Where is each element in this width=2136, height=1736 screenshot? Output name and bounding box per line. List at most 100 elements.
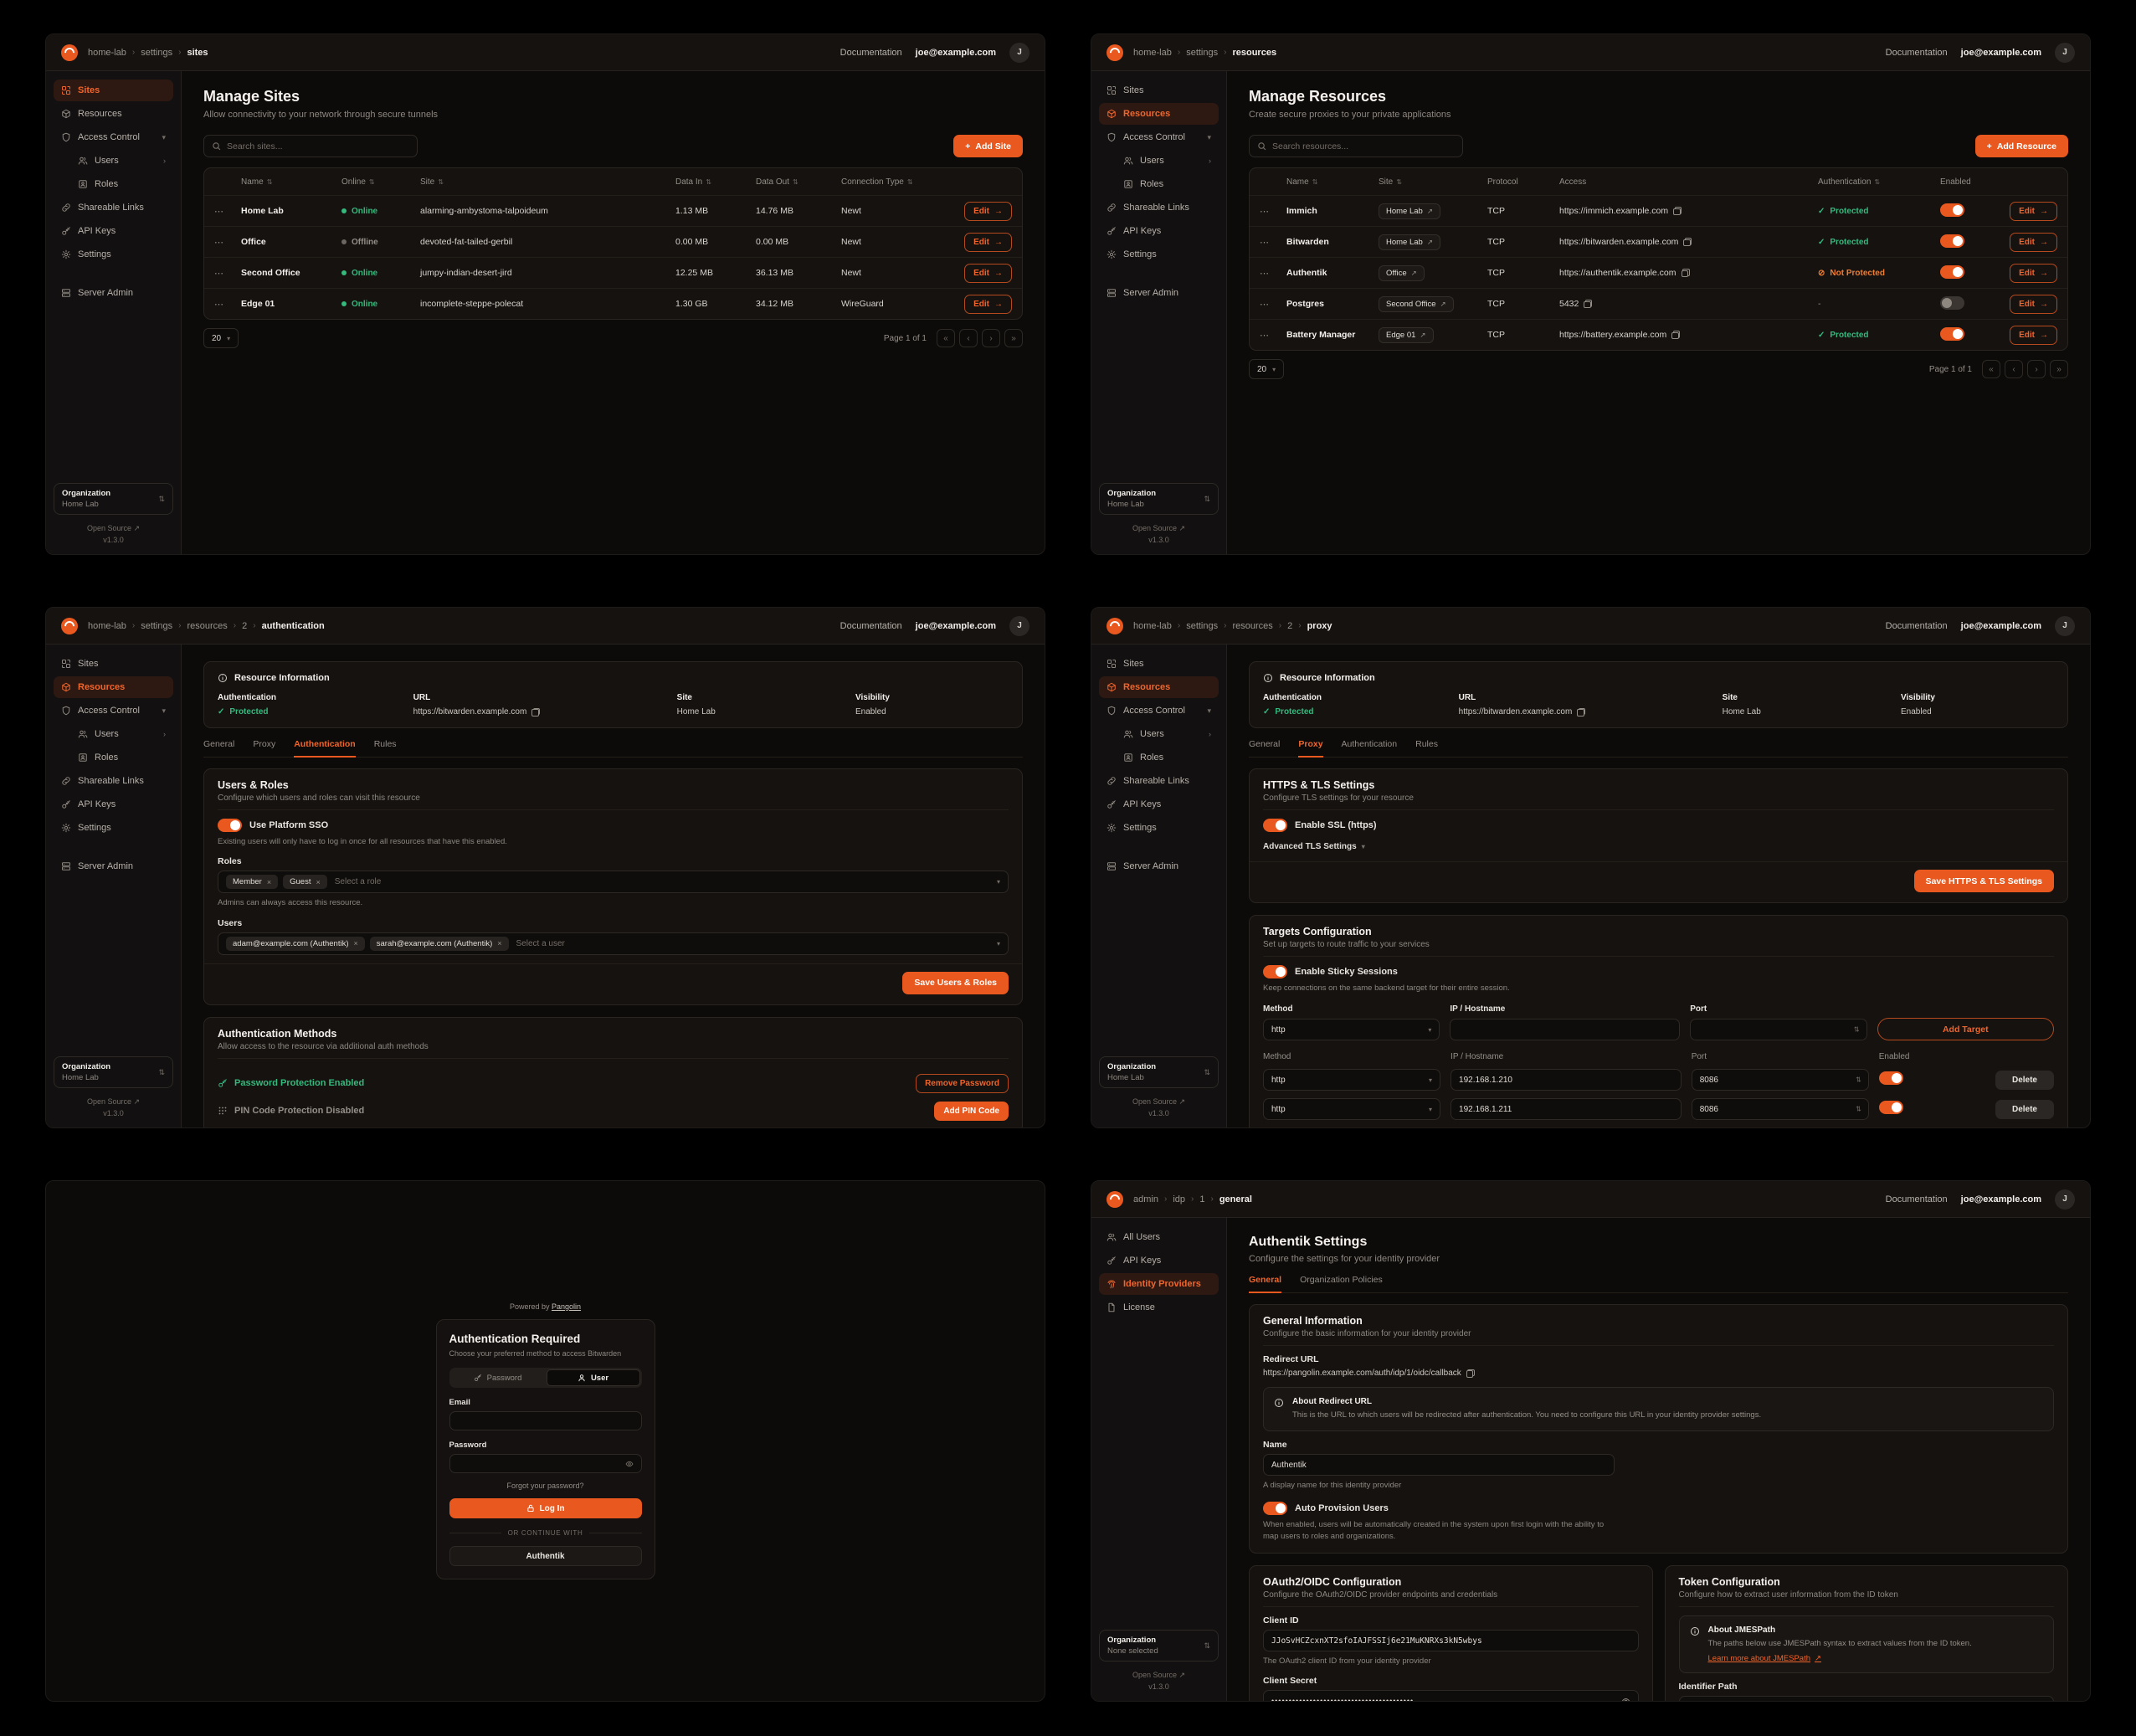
documentation-link[interactable]: Documentation bbox=[840, 47, 902, 58]
add-target-button[interactable]: Add Target bbox=[1877, 1018, 2054, 1041]
copy-icon[interactable] bbox=[531, 707, 541, 716]
tab-proxy[interactable]: Proxy bbox=[1298, 739, 1323, 758]
authentik-button[interactable]: Authentik bbox=[449, 1546, 642, 1566]
target-enabled-toggle[interactable] bbox=[1878, 1071, 1903, 1085]
target-enabled-toggle[interactable] bbox=[1878, 1100, 1903, 1114]
advanced-tls-settings-toggle[interactable]: Advanced TLS Settings ▾ bbox=[1263, 842, 1365, 851]
site-badge[interactable]: Edge 01 ↗ bbox=[1379, 326, 1434, 343]
login-button[interactable]: Log In bbox=[449, 1498, 642, 1518]
sidebar-item-api-keys[interactable]: API Keys bbox=[54, 220, 173, 242]
remove-chip-icon[interactable]: × bbox=[353, 939, 358, 948]
sidebar-item-api-keys[interactable]: API Keys bbox=[1099, 794, 1219, 815]
sidebar-item-license[interactable]: License bbox=[1099, 1297, 1219, 1318]
sidebar-item-api-keys[interactable]: API Keys bbox=[54, 794, 173, 815]
row-menu-button[interactable]: ⋯ bbox=[214, 268, 223, 279]
sidebar-item-settings[interactable]: Settings bbox=[1099, 244, 1219, 265]
save-tls-button[interactable]: Save HTTPS & TLS Settings bbox=[1913, 870, 2054, 892]
sidebar-item-identity-providers[interactable]: Identity Providers bbox=[1099, 1273, 1219, 1295]
breadcrumb-item[interactable]: idp bbox=[1173, 1194, 1185, 1204]
email-field[interactable] bbox=[449, 1411, 642, 1430]
platform-sso-toggle[interactable] bbox=[218, 819, 242, 832]
row-menu-button[interactable]: ⋯ bbox=[1260, 237, 1269, 248]
enabled-toggle[interactable] bbox=[1940, 326, 1964, 341]
tab-general[interactable]: General bbox=[1249, 739, 1281, 749]
sidebar-item-shareable-links[interactable]: Shareable Links bbox=[1099, 197, 1219, 218]
org-switcher[interactable]: Organization Home Lab ⇅ bbox=[54, 483, 173, 515]
enabled-toggle[interactable] bbox=[1940, 203, 1964, 217]
sidebar-item-resources[interactable]: Resources bbox=[1099, 676, 1219, 698]
breadcrumb-item[interactable]: settings bbox=[141, 47, 173, 58]
first-page-button[interactable]: « bbox=[937, 329, 955, 347]
edit-button[interactable]: Edit → bbox=[2010, 232, 2057, 252]
breadcrumb-item[interactable]: home-lab bbox=[88, 47, 126, 58]
org-switcher[interactable]: Organization Home Lab ⇅ bbox=[54, 1056, 173, 1088]
col-authentication[interactable]: Authentication ⇅ bbox=[1818, 177, 1881, 187]
sidebar-item-server-admin[interactable]: Server Admin bbox=[1099, 855, 1219, 877]
edit-button[interactable]: Edit → bbox=[964, 294, 1012, 314]
documentation-link[interactable]: Documentation bbox=[840, 620, 902, 631]
copy-icon[interactable] bbox=[1681, 269, 1690, 277]
breadcrumb-item[interactable]: admin bbox=[1133, 1194, 1158, 1204]
delete-target-button[interactable]: Delete bbox=[1995, 1099, 2054, 1119]
stepper-icon[interactable]: ⇅ bbox=[1856, 1105, 1861, 1113]
enabled-toggle[interactable] bbox=[1940, 234, 1964, 248]
pangolin-logo-icon[interactable] bbox=[1107, 617, 1123, 634]
breadcrumb-item[interactable]: home-lab bbox=[1133, 47, 1172, 58]
table-row[interactable]: ⋯ Office Offline devoted-fat-tailed-gerb… bbox=[204, 226, 1022, 257]
sidebar-item-sites[interactable]: Sites bbox=[1099, 653, 1219, 675]
copy-icon[interactable] bbox=[1577, 707, 1586, 716]
tab-general[interactable]: General bbox=[1249, 1275, 1282, 1293]
table-row[interactable]: ⋯ Immich Home Lab ↗ TCP https://immich.ex… bbox=[1250, 195, 2067, 226]
avatar[interactable]: J bbox=[1009, 615, 1029, 636]
copy-icon[interactable] bbox=[1466, 1369, 1475, 1378]
tab-proxy[interactable]: Proxy bbox=[253, 739, 276, 749]
sidebar-item-users[interactable]: Users › bbox=[70, 723, 173, 745]
search-input[interactable]: Search sites... bbox=[203, 135, 418, 157]
open-source-link[interactable]: Open Source ↗ bbox=[86, 1097, 141, 1106]
prev-page-button[interactable]: ‹ bbox=[2005, 360, 2023, 378]
add-site-button[interactable]: + Add Site bbox=[953, 135, 1023, 157]
first-page-button[interactable]: « bbox=[1982, 360, 2000, 378]
sidebar-item-server-admin[interactable]: Server Admin bbox=[54, 855, 173, 877]
col-name[interactable]: Name ⇅ bbox=[241, 177, 273, 187]
sidebar-item-settings[interactable]: Settings bbox=[54, 244, 173, 265]
col-name[interactable]: Name ⇅ bbox=[1286, 177, 1318, 187]
client-secret-input[interactable]: ••••••••••••••••••••••••••••••••••••••••… bbox=[1263, 1690, 1639, 1701]
site-badge[interactable]: Home Lab ↗ bbox=[1379, 203, 1440, 219]
eye-icon[interactable] bbox=[1621, 1697, 1630, 1701]
breadcrumb-item[interactable]: resources bbox=[187, 620, 228, 631]
last-page-button[interactable]: » bbox=[1004, 329, 1023, 347]
col-data-out[interactable]: Data Out ⇅ bbox=[756, 177, 798, 187]
open-source-link[interactable]: Open Source ↗ bbox=[1132, 524, 1186, 532]
table-row[interactable]: ⋯ Postgres Second Office ↗ TCP 5432 - Edi… bbox=[1250, 288, 2067, 319]
stepper-icon[interactable]: ⇅ bbox=[1853, 1025, 1860, 1034]
table-row[interactable]: ⋯ Bitwarden Home Lab ↗ TCP https://bitwar… bbox=[1250, 226, 2067, 257]
rows-per-page-select[interactable]: 20 ▾ bbox=[1249, 359, 1285, 379]
tab-rules[interactable]: Rules bbox=[1415, 739, 1438, 749]
method-select[interactable]: http ▾ bbox=[1263, 1098, 1441, 1121]
user-email[interactable]: joe@example.com bbox=[915, 620, 996, 631]
breadcrumb-item[interactable]: 2 bbox=[1287, 620, 1293, 631]
eye-icon[interactable] bbox=[625, 1460, 634, 1468]
table-row[interactable]: ⋯ Second Office Online jumpy-indian-dese… bbox=[204, 257, 1022, 288]
col-online[interactable]: Online ⇅ bbox=[341, 177, 375, 187]
pangolin-logo-icon[interactable] bbox=[1107, 44, 1123, 61]
copy-icon[interactable] bbox=[1673, 207, 1682, 215]
sidebar-item-access-control[interactable]: Access Control ▾ bbox=[54, 700, 173, 722]
user-email[interactable]: joe@example.com bbox=[915, 47, 996, 58]
tab-user[interactable]: User bbox=[546, 1369, 640, 1386]
sidebar-item-users[interactable]: Users › bbox=[1116, 723, 1219, 745]
row-menu-button[interactable]: ⋯ bbox=[1260, 299, 1269, 310]
open-source-link[interactable]: Open Source ↗ bbox=[1132, 1671, 1186, 1679]
sidebar-item-api-keys[interactable]: API Keys bbox=[1099, 220, 1219, 242]
avatar[interactable]: J bbox=[2055, 615, 2075, 636]
stepper-icon[interactable]: ⇅ bbox=[1856, 1076, 1861, 1084]
forgot-password-link[interactable]: Forgot your password? bbox=[506, 1482, 584, 1490]
row-menu-button[interactable]: ⋯ bbox=[214, 206, 223, 217]
tab-organization-policies[interactable]: Organization Policies bbox=[1300, 1275, 1383, 1285]
remove-chip-icon[interactable]: × bbox=[497, 939, 502, 948]
table-row[interactable]: ⋯ Home Lab Online alarming-ambystoma-tal… bbox=[204, 195, 1022, 226]
remove-chip-icon[interactable]: × bbox=[316, 877, 321, 886]
breadcrumb-item[interactable]: 1 bbox=[1199, 1194, 1205, 1204]
method-select[interactable]: http ▾ bbox=[1263, 1069, 1441, 1091]
